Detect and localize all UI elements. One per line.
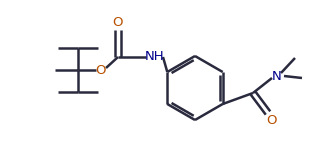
Text: O: O [267,113,277,126]
Text: N: N [272,69,282,82]
Text: O: O [113,16,123,29]
Text: O: O [96,64,106,77]
Text: NH: NH [145,51,165,64]
